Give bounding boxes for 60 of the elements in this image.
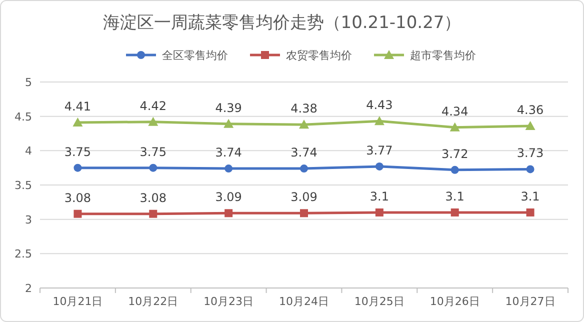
x-tick-label: 10月21日 — [52, 295, 103, 308]
point — [375, 162, 384, 170]
point — [72, 118, 83, 127]
point — [450, 122, 460, 132]
data-label: 4.38 — [290, 102, 318, 116]
data-label: 3.72 — [442, 146, 468, 161]
point — [224, 118, 234, 128]
data-label: 4.39 — [215, 100, 242, 115]
data-label: 3.09 — [215, 190, 242, 204]
data-label: 3.73 — [516, 146, 544, 160]
x-tick-label: 10月22日 — [128, 295, 178, 308]
y-tick-label: 5 — [25, 76, 32, 89]
y-tick-label: 4.5 — [14, 110, 32, 124]
data-label: 4.36 — [516, 102, 544, 117]
data-label: 3.1 — [445, 189, 464, 204]
data-label: 3.75 — [64, 144, 92, 159]
point — [149, 164, 158, 172]
x-tick-label: 10月25日 — [354, 295, 404, 308]
x-tick-label: 10月27日 — [505, 295, 556, 308]
y-tick-label: 2 — [25, 282, 32, 295]
point — [224, 209, 233, 218]
data-label: 3.74 — [215, 146, 242, 160]
data-label: 3.08 — [64, 190, 92, 205]
point — [450, 166, 459, 174]
point — [525, 120, 536, 130]
point — [374, 116, 384, 126]
data-label: 3.74 — [290, 146, 318, 160]
data-label: 3.77 — [366, 143, 393, 158]
data-label: 3.1 — [520, 189, 540, 204]
point — [74, 210, 82, 218]
point — [375, 208, 384, 216]
x-tick-label: 10月26日 — [430, 295, 480, 308]
legend-label: 超市零售均价 — [410, 49, 476, 62]
point — [300, 164, 308, 173]
y-tick-label: 3.5 — [14, 179, 32, 192]
point — [224, 164, 233, 173]
chart-title: 海淀区一周蔬菜零售均价走势（10.21-10.27） — [102, 13, 462, 33]
point — [299, 120, 309, 129]
data-label: 4.34 — [442, 104, 468, 118]
point — [526, 208, 534, 216]
data-label: 3.1 — [370, 189, 389, 204]
data-label: 4.41 — [64, 100, 92, 114]
x-tick-label: 10月24日 — [279, 295, 329, 308]
point — [526, 165, 534, 174]
data-label: 3.75 — [140, 144, 166, 159]
data-label: 4.42 — [140, 98, 166, 113]
y-tick-label: 3 — [25, 213, 32, 226]
point — [74, 164, 82, 172]
y-tick-label: 4 — [25, 144, 32, 158]
point — [149, 210, 158, 218]
data-label: 3.08 — [140, 190, 166, 205]
x-tick-label: 10月23日 — [204, 295, 254, 308]
point — [450, 208, 459, 216]
y-tick-label: 2.5 — [14, 248, 32, 261]
point — [148, 116, 158, 126]
legend-label: 农贸零售均价 — [286, 49, 352, 62]
data-label: 3.09 — [290, 190, 318, 204]
legend-label: 全区零售均价 — [162, 49, 228, 62]
data-label: 4.43 — [366, 98, 393, 112]
point — [300, 209, 308, 218]
